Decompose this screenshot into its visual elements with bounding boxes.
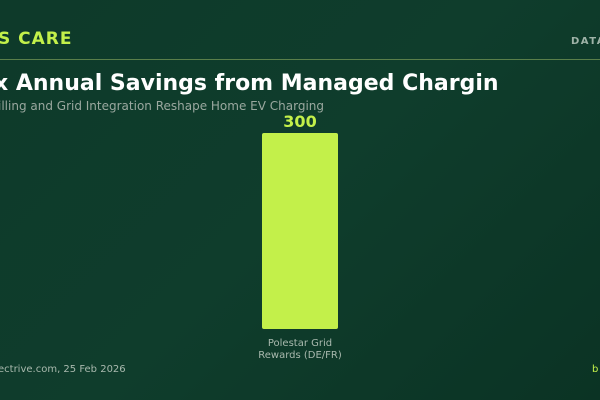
header-divider xyxy=(0,59,600,60)
footer-right-text: b xyxy=(592,364,599,375)
source-credit: ectrive.com, 25 Feb 2026 xyxy=(0,364,126,375)
bar xyxy=(262,133,338,329)
bar-value-label: 300 xyxy=(283,112,316,131)
chart-title: x Annual Savings from Managed Chargin xyxy=(0,71,499,96)
brand-label: S CARE xyxy=(0,29,73,49)
category-label: Polestar Grid Rewards (DE/FR) xyxy=(258,338,342,361)
chart-subtitle: illing and Grid Integration Reshape Home… xyxy=(0,99,324,113)
section-tag: DATA xyxy=(570,36,600,47)
